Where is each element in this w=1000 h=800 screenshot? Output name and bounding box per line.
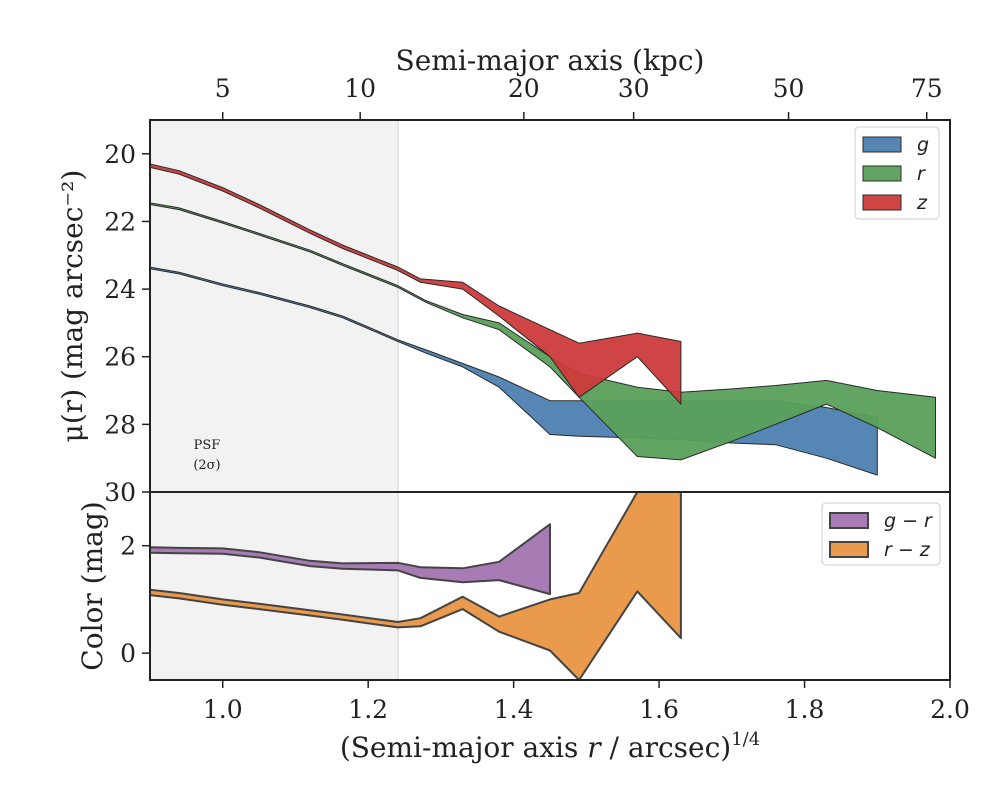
x-axis-title-var: r bbox=[587, 731, 602, 764]
x-axis-title-part-b: / arcsec) bbox=[601, 731, 732, 764]
top-y-tick-label: 28 bbox=[104, 410, 136, 439]
x-axis-title-part-a: (Semi-major axis bbox=[340, 731, 587, 764]
top-x-tick-label: 75 bbox=[911, 74, 943, 103]
top-axis-title: Semi-major axis (kpc) bbox=[396, 44, 705, 77]
top-y-tick-label: 22 bbox=[104, 207, 136, 236]
bottom-y-axis-title: Color (mag) bbox=[76, 501, 109, 670]
top-x-tick-label: 20 bbox=[508, 74, 540, 103]
top-y-tick-label: 24 bbox=[104, 275, 136, 304]
g-minus-r-band-group bbox=[150, 523, 551, 596]
bottom-legend: g − r r − z bbox=[821, 502, 941, 566]
top-y-tick-label: 26 bbox=[104, 343, 136, 372]
bottom-x-tick-label: 1.0 bbox=[203, 695, 243, 724]
bottom-x-tick-label: 1.6 bbox=[639, 695, 679, 724]
top-x-tick-label: 50 bbox=[773, 74, 805, 103]
legend-label: r − z bbox=[884, 539, 931, 561]
legend-label: r bbox=[917, 163, 926, 185]
top-y-tick-label: 30 bbox=[104, 478, 136, 507]
legend-swatch bbox=[862, 194, 902, 211]
legend-swatch bbox=[829, 512, 869, 529]
z-band bbox=[150, 163, 682, 405]
legend-label: g bbox=[917, 134, 929, 156]
top-x-tick-label: 5 bbox=[215, 74, 231, 103]
psf-label: PSF bbox=[194, 438, 221, 453]
legend-swatch bbox=[862, 165, 902, 182]
top-legend: grz bbox=[854, 126, 940, 220]
top-x-tick-label: 30 bbox=[618, 74, 650, 103]
g-minus-r-band bbox=[150, 523, 551, 596]
bottom-y-tick-label: 2 bbox=[120, 532, 136, 561]
bottom-x-tick-label: 1.4 bbox=[494, 695, 534, 724]
z-band-group bbox=[150, 163, 682, 405]
legend-label: z bbox=[916, 192, 928, 214]
r-band bbox=[150, 202, 936, 461]
legend-swatch bbox=[829, 541, 869, 558]
r-band-group bbox=[150, 202, 936, 461]
legend-swatch bbox=[862, 136, 902, 153]
bottom-panel-frame bbox=[149, 491, 951, 681]
x-axis-title: (Semi-major axis r / arcsec)1/4 bbox=[340, 729, 760, 764]
top-y-axis-title: μ(r) (mag arcsec⁻²) bbox=[56, 170, 89, 443]
r-minus-z-band-group bbox=[150, 492, 682, 680]
bottom-x-tick-label: 2.0 bbox=[930, 695, 970, 724]
legend-label: g − r bbox=[884, 510, 933, 532]
bottom-x-tick-label: 1.8 bbox=[785, 695, 825, 724]
r-minus-z-band bbox=[150, 492, 682, 680]
bottom-x-tick-label: 1.2 bbox=[348, 695, 388, 724]
top-x-tick-label: 10 bbox=[344, 74, 376, 103]
top-y-tick-label: 20 bbox=[104, 140, 136, 169]
x-axis-title-exp: 1/4 bbox=[731, 729, 760, 750]
bottom-y-tick-label: 0 bbox=[120, 639, 136, 668]
psf-sigma-label: (2σ) bbox=[193, 458, 220, 473]
